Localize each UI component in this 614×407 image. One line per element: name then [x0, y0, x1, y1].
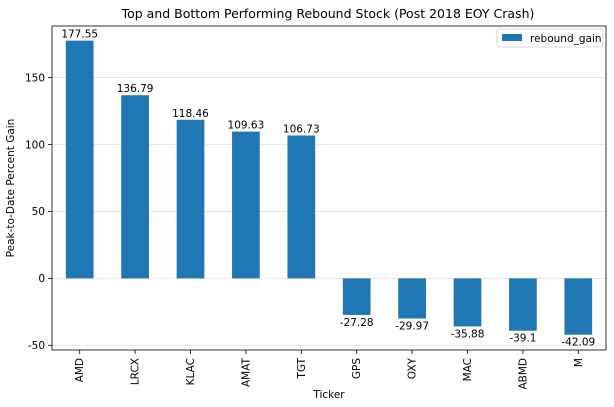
bar-amat [232, 131, 260, 279]
x-tick-label-mac: MAC [462, 358, 474, 381]
y-tick-label: -50 [28, 340, 45, 352]
bar-tgt [287, 135, 316, 279]
y-axis-label: Peak-to-Date Percent Gain [5, 119, 17, 258]
x-tick-label-lrcx: LRCX [130, 358, 142, 385]
data-label-amat: 109.63 [228, 120, 265, 132]
x-tick-label-oxy: OXY [407, 357, 419, 379]
x-tick-label-tgt: TGT [296, 357, 308, 379]
data-label-lrcx: 136.79 [117, 83, 154, 95]
x-tick-label-m: M [573, 358, 585, 367]
data-label-m: -42.09 [561, 337, 595, 349]
data-label-klac: 118.46 [172, 108, 209, 120]
y-axis: -50 0 50 100 150 [25, 72, 52, 352]
x-tick-label-amd: AMD [74, 358, 86, 382]
bar-lrcx [121, 95, 149, 279]
data-label-abmd: -39.1 [509, 333, 536, 345]
data-label-oxy: -29.97 [395, 320, 429, 332]
data-label-mac: -35.88 [451, 328, 485, 340]
y-tick-label: 150 [25, 72, 45, 84]
data-label-amd: 177.55 [61, 29, 98, 41]
data-labels: 177.55 136.79 118.46 109.63 106.73 -27.28 -29.… [61, 29, 595, 349]
bar-m [564, 278, 593, 335]
bars [65, 40, 593, 335]
y-tick-label: 0 [38, 273, 45, 285]
legend-box [496, 28, 604, 48]
bar-klac [176, 119, 205, 279]
x-axis: AMD LRCX KLAC AMAT TGT GPS OXY MAC ABMD M [74, 350, 585, 390]
legend-entry-rebound-gain: rebound_gain [530, 33, 602, 45]
x-tick-label-klac: KLAC [185, 358, 197, 385]
legend-swatch [502, 34, 522, 41]
x-tick-label-gps: GPS [351, 358, 363, 379]
data-label-gps: -27.28 [340, 317, 374, 329]
bar-oxy [398, 278, 426, 319]
data-label-tgt: 106.73 [283, 123, 320, 135]
bar-gps [342, 278, 371, 315]
bar-mac [453, 278, 482, 327]
y-tick-label: 100 [25, 139, 45, 151]
plot-frame [51, 25, 607, 351]
bar-amd [65, 40, 94, 279]
bar-abmd [509, 278, 537, 331]
x-tick-label-abmd: ABMD [517, 358, 529, 390]
legend: rebound_gain [496, 28, 604, 48]
chart-title: Top and Bottom Performing Rebound Stock … [121, 6, 535, 21]
x-tick-label-amat: AMAT [240, 357, 252, 387]
x-axis-label: Ticker [312, 389, 345, 401]
y-tick-label: 50 [32, 206, 45, 218]
